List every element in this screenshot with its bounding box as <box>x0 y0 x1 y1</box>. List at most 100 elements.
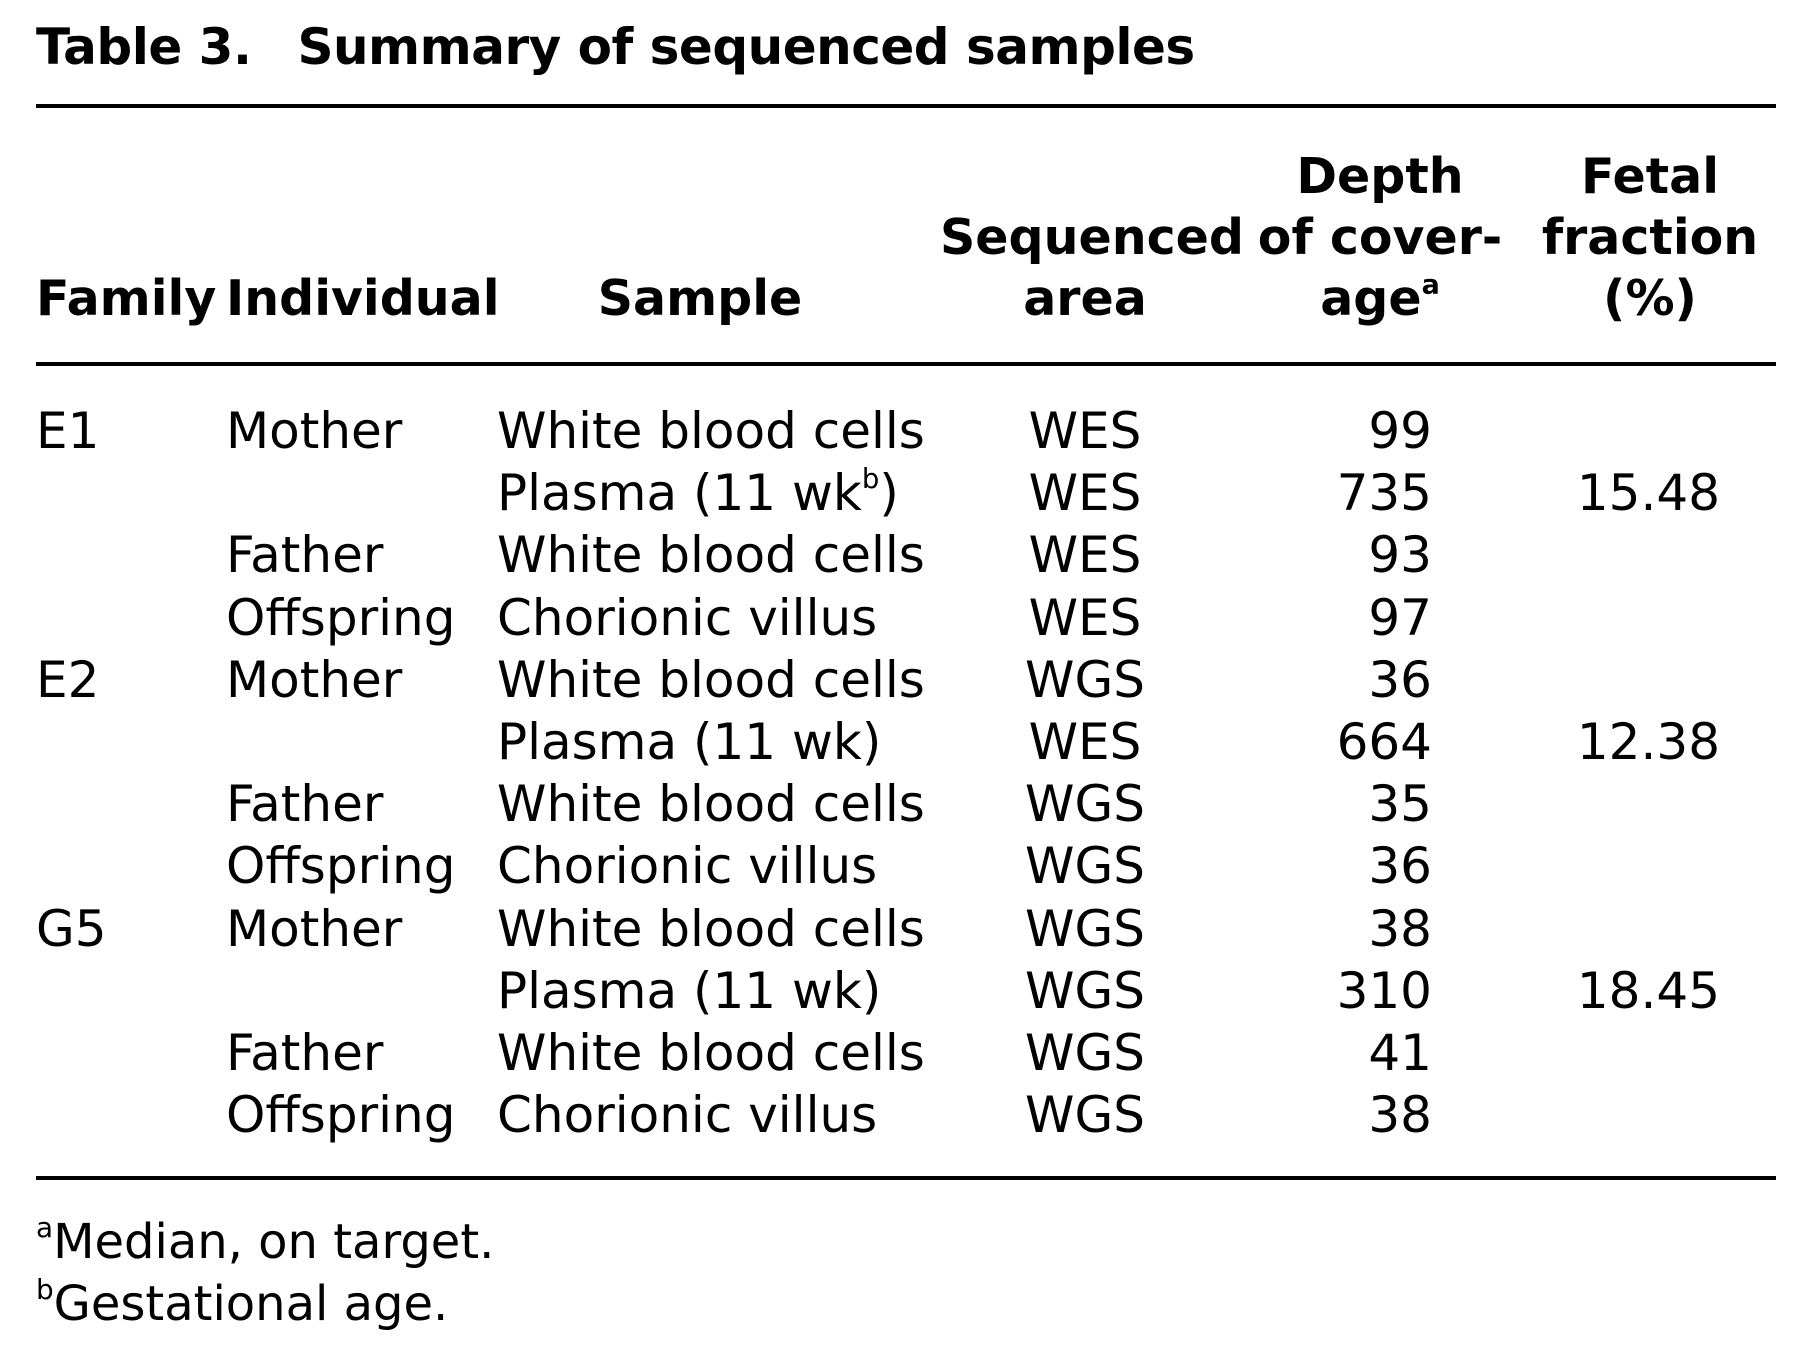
cell-sample: Plasma (11 wk) <box>497 960 881 1022</box>
cell-individual: Mother <box>226 402 403 460</box>
cell-sample: White blood cells <box>497 898 925 960</box>
cell-family: E2 <box>36 650 100 709</box>
cell-depth-of-coverage: 310 <box>1336 961 1432 1020</box>
cell-depth-of-coverage: 38 <box>1368 899 1432 958</box>
cell-depth-of-coverage: 99 <box>1368 402 1432 460</box>
cell-sample-text: White blood cells <box>497 775 925 834</box>
table-title: Table 3. Summary of sequenced samples <box>36 18 1195 76</box>
footnote-a: aMedian, on target. <box>36 1214 494 1270</box>
cell-individual: Father <box>226 526 384 585</box>
cell-depth-of-coverage: 35 <box>1368 775 1432 834</box>
header-depth-line1: Depth <box>1296 148 1464 205</box>
cell-sample: Chorionic villus <box>497 835 877 897</box>
table-row: Father White blood cells WES 93 <box>0 524 1800 586</box>
cell-sequenced-area: WES <box>1028 402 1142 460</box>
cell-depth-of-coverage: 41 <box>1368 1023 1432 1082</box>
cell-fetal-fraction: 12.38 <box>1576 712 1720 771</box>
cell-sample-text: White blood cells <box>497 526 925 585</box>
cell-depth-of-coverage: 664 <box>1336 712 1432 771</box>
cell-depth-of-coverage: 38 <box>1368 1086 1432 1145</box>
cell-family: E1 <box>36 402 100 460</box>
header-area-line1: Sequenced <box>940 209 1244 266</box>
table-caption: Summary of sequenced samples <box>297 18 1195 76</box>
footnote-b: bGestational age. <box>36 1276 448 1332</box>
cell-sample-text: Chorionic villus <box>497 837 878 896</box>
cell-fetal-fraction: 15.48 <box>1576 464 1720 523</box>
table-body: E1 Mother White blood cells WES 99 Plasma (11… <box>0 400 1800 1146</box>
header-depth-line2: of cover- <box>1257 209 1503 266</box>
cell-sample-text: White blood cells <box>497 650 925 709</box>
cell-individual: Mother <box>226 650 403 709</box>
table-label: Table 3. <box>36 18 252 76</box>
table-row: Father White blood cells WGS 35 <box>0 773 1800 835</box>
table-row: Plasma (11 wk) WGS 310 18.45 <box>0 960 1800 1022</box>
top-rule <box>36 104 1776 108</box>
header-depth: Depth of cover- agea <box>1250 146 1510 329</box>
cell-sample-text: Plasma (11 wk) <box>497 712 882 771</box>
cell-sample: Plasma (11 wkb) <box>497 462 899 524</box>
cell-sample: White blood cells <box>497 400 925 462</box>
cell-depth-of-coverage: 735 <box>1336 464 1432 523</box>
header-depth-text: age <box>1320 270 1422 327</box>
header-area-line2: area <box>1023 270 1147 327</box>
cell-sample-footnote-mark: b <box>861 463 880 496</box>
cell-fetal-fraction: 18.45 <box>1576 961 1720 1020</box>
cell-depth-of-coverage: 93 <box>1368 526 1432 585</box>
cell-sequenced-area: WES <box>1028 464 1142 523</box>
cell-sample-text: Chorionic villus <box>497 1086 878 1145</box>
cell-individual: Mother <box>226 899 403 958</box>
cell-individual: Father <box>226 775 384 834</box>
header-depth-line3: agea <box>1250 268 1510 329</box>
cell-sequenced-area: WGS <box>1025 1086 1145 1145</box>
header-fetal-fraction: Fetal fraction (%) <box>1540 146 1760 329</box>
cell-individual: Offspring <box>226 837 456 896</box>
table-row: E2 Mother White blood cells WGS 36 <box>0 649 1800 711</box>
cell-sample: White blood cells <box>497 773 925 835</box>
cell-depth-of-coverage: 36 <box>1368 837 1432 896</box>
cell-individual: Father <box>226 1023 384 1082</box>
table-row: Father White blood cells WGS 41 <box>0 1022 1800 1084</box>
cell-sample: Plasma (11 wk) <box>497 711 881 773</box>
cell-individual: Offspring <box>226 588 456 647</box>
cell-sample-text: Plasma (11 wk <box>497 464 862 523</box>
cell-depth-of-coverage: 97 <box>1368 588 1432 647</box>
footnote-mark: b <box>36 1273 54 1307</box>
header-sequenced-area: Sequenced area <box>940 207 1244 329</box>
cell-sample-text: Plasma (11 wk) <box>497 961 882 1020</box>
header-family: Family <box>36 270 217 327</box>
table-row: Offspring Chorionic villus WGS 36 <box>0 835 1800 897</box>
header-fetal-line2: fraction <box>1541 209 1759 266</box>
cell-sample: White blood cells <box>497 649 925 711</box>
header-depth-footnote-mark: a <box>1421 269 1440 301</box>
table-row: E1 Mother White blood cells WES 99 <box>0 400 1800 462</box>
footnote-text: Median, on target. <box>53 1214 495 1270</box>
header-sample: Sample <box>597 270 803 327</box>
cell-sequenced-area: WGS <box>1025 837 1145 896</box>
cell-sample-suffix: ) <box>879 464 899 523</box>
cell-sample: Chorionic villus <box>497 1084 877 1146</box>
cell-sequenced-area: WGS <box>1025 775 1145 834</box>
table-row: Offspring Chorionic villus WGS 38 <box>0 1084 1800 1146</box>
cell-family: G5 <box>36 899 107 958</box>
cell-sample-text: White blood cells <box>497 899 925 958</box>
cell-depth-of-coverage: 36 <box>1368 650 1432 709</box>
cell-sequenced-area: WGS <box>1025 650 1145 709</box>
footnote-mark: a <box>36 1211 54 1245</box>
table-row: Offspring Chorionic villus WES 97 <box>0 587 1800 649</box>
cell-sequenced-area: WES <box>1028 526 1142 585</box>
cell-sample-text: Chorionic villus <box>497 588 878 647</box>
header-individual: Individual <box>226 270 500 327</box>
header-fetal-line3: (%) <box>1603 270 1697 327</box>
cell-sample-text: White blood cells <box>497 402 925 460</box>
cell-sample-text: White blood cells <box>497 1023 925 1082</box>
cell-sequenced-area: WES <box>1028 588 1142 647</box>
table-row: G5 Mother White blood cells WGS 38 <box>0 898 1800 960</box>
table-row: Plasma (11 wkb) WES 735 15.48 <box>0 462 1800 524</box>
cell-sequenced-area: WGS <box>1025 961 1145 1020</box>
header-fetal-line1: Fetal <box>1580 148 1719 205</box>
table-row: Plasma (11 wk) WES 664 12.38 <box>0 711 1800 773</box>
cell-sequenced-area: WGS <box>1025 1023 1145 1082</box>
cell-sample: Chorionic villus <box>497 587 877 649</box>
cell-individual: Offspring <box>226 1086 456 1145</box>
bottom-rule <box>36 1176 1776 1180</box>
